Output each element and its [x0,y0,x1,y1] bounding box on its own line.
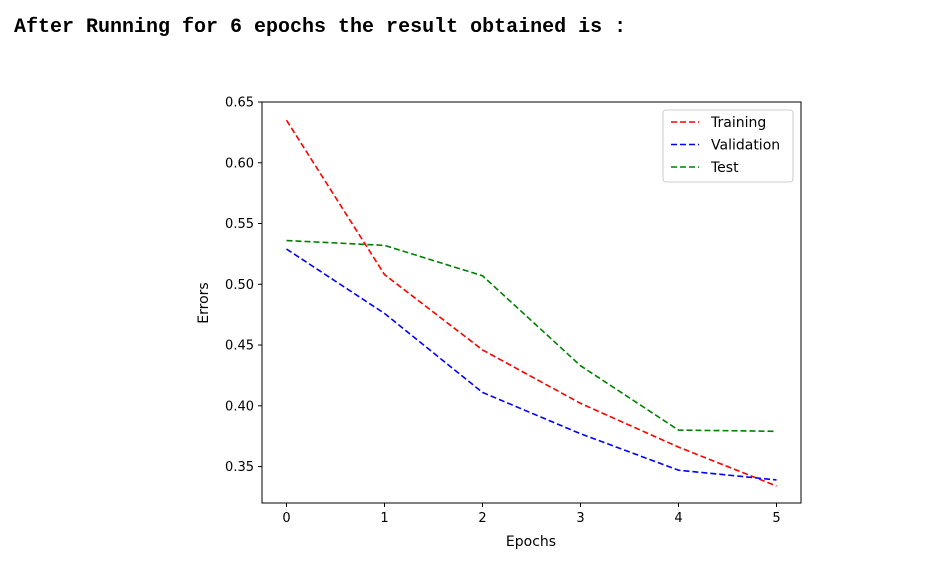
legend: Training Validation Test [662,109,794,183]
x-axis-ticks: 0 1 2 3 4 5 [282,503,781,526]
y-tick-label: 0.35 [225,460,254,475]
series-line-validation [286,248,777,481]
series-lines [285,119,777,487]
page-heading: After Running for 6 epochs the result ob… [14,16,627,39]
x-tick-label: 5 [772,511,780,526]
series-line-training [285,119,777,487]
x-tick-label: 2 [478,511,486,526]
x-axis-label: Epochs [506,534,556,550]
x-tick-label: 1 [380,511,388,526]
x-tick-label: 4 [674,511,682,526]
series-line-test [286,239,777,433]
y-tick-label: 0.50 [225,278,254,293]
legend-label-validation: Validation [711,138,780,154]
y-tick-label: 0.65 [225,96,254,111]
y-axis-ticks: 0.35 0.40 0.45 0.50 0.55 0.60 0.65 [225,96,262,475]
legend-box [662,109,794,183]
y-tick-label: 0.40 [225,399,254,414]
y-tick-label: 0.55 [225,217,254,232]
y-axis-label: Errors [196,282,212,323]
y-tick-label: 0.60 [225,156,254,171]
legend-label-training: Training [710,115,766,131]
x-tick-label: 0 [282,511,290,526]
legend-label-test: Test [710,160,739,176]
y-tick-label: 0.45 [225,339,254,354]
x-tick-label: 3 [576,511,584,526]
plot-frame [261,101,802,504]
